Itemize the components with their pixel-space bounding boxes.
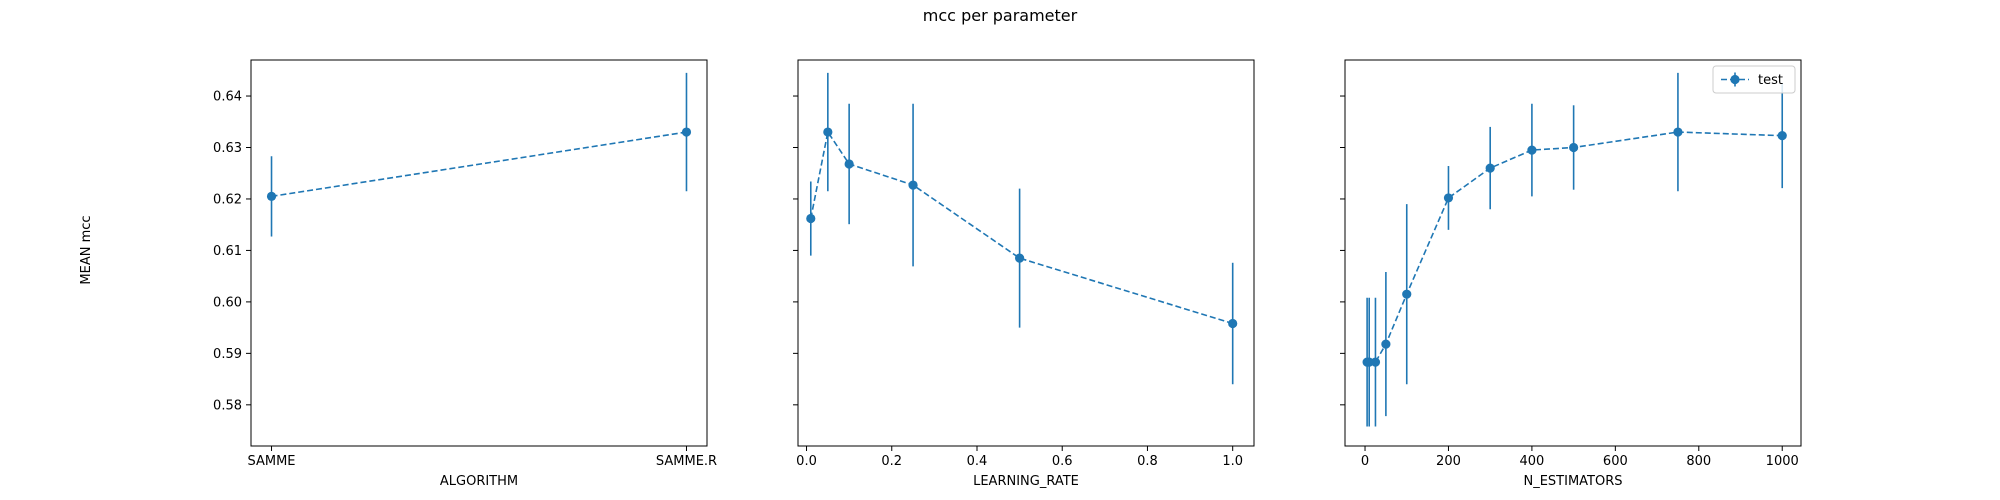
legend-marker bbox=[1730, 74, 1740, 85]
data-point bbox=[1402, 289, 1412, 299]
legend-box bbox=[1712, 65, 1796, 94]
subplot-2: 0.0 0.2 0.4 0.6 0.8 1.0 LEARNING_RATE bbox=[793, 59, 1255, 489]
legend-label: test bbox=[1758, 73, 1783, 88]
data-point bbox=[823, 127, 833, 137]
y-tick-label: 0.60 bbox=[213, 295, 242, 310]
x-tick-label: 400 bbox=[1519, 454, 1544, 469]
data-point bbox=[1673, 127, 1683, 137]
data-point bbox=[908, 180, 918, 190]
x-tick-label: 0 bbox=[1361, 454, 1369, 469]
data-point bbox=[1228, 318, 1238, 329]
axes-frame bbox=[797, 59, 1255, 447]
data-point bbox=[1015, 253, 1025, 263]
data-point bbox=[1569, 142, 1579, 153]
legend: test bbox=[1712, 65, 1796, 94]
x-tick-label: 800 bbox=[1686, 454, 1711, 469]
x-tick-label: 200 bbox=[1436, 454, 1461, 469]
series-line bbox=[810, 129, 1233, 325]
plot-area bbox=[1362, 72, 1787, 427]
data-point bbox=[1527, 145, 1537, 155]
x-tick-label: 600 bbox=[1603, 454, 1628, 469]
data-point bbox=[1777, 131, 1787, 141]
axes-frame bbox=[250, 59, 708, 447]
x-tick-label: 0.2 bbox=[881, 454, 902, 469]
data-point bbox=[681, 127, 692, 137]
y-tick-label: 0.61 bbox=[213, 244, 242, 259]
series-line bbox=[1367, 131, 1783, 363]
x-tick-label: 0.0 bbox=[796, 454, 817, 469]
data-point bbox=[266, 191, 277, 201]
x-tick-label: 0.6 bbox=[1052, 454, 1073, 469]
x-tick-label: 0.8 bbox=[1137, 454, 1158, 469]
y-axis-label: MEAN mcc bbox=[79, 215, 94, 284]
data-point bbox=[1381, 339, 1391, 349]
y-tick-label: 0.63 bbox=[213, 141, 242, 156]
series-line bbox=[271, 131, 687, 198]
x-axis-label: LEARNING_RATE bbox=[973, 474, 1079, 489]
x-tick-label: 1.0 bbox=[1222, 454, 1243, 469]
y-tick-label: 0.62 bbox=[213, 192, 242, 207]
x-tick-label: SAMME bbox=[247, 454, 295, 469]
x-axis-label: N_ESTIMATORS bbox=[1523, 474, 1622, 489]
axes-frame bbox=[1344, 59, 1802, 447]
x-tick-label: SAMME.R bbox=[656, 454, 717, 469]
data-point bbox=[1370, 357, 1381, 367]
plot-area bbox=[806, 72, 1238, 385]
data-point bbox=[806, 213, 816, 224]
subplot-3: 0 200 400 600 800 1000 N_ESTIMATORS test bbox=[1340, 59, 1802, 489]
x-tick-label: 1000 bbox=[1766, 454, 1799, 469]
data-point bbox=[1443, 193, 1454, 203]
y-tick-label: 0.59 bbox=[213, 347, 242, 362]
y-tick-label: 0.64 bbox=[213, 90, 242, 105]
figure-title: mcc per parameter bbox=[923, 6, 1078, 25]
plot-area bbox=[266, 72, 692, 237]
subplot-1: 0.58 0.59 0.60 0.61 0.62 0.63 0.64 SAMME SAMME.R… bbox=[213, 59, 717, 489]
y-tick-label: 0.58 bbox=[213, 398, 242, 413]
data-point bbox=[844, 159, 854, 169]
x-tick-label: 0.4 bbox=[967, 454, 988, 469]
data-point bbox=[1485, 163, 1495, 173]
x-axis-label: ALGORITHM bbox=[440, 474, 518, 489]
